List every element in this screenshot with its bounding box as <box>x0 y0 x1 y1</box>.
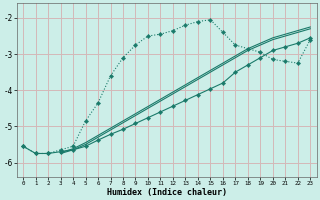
X-axis label: Humidex (Indice chaleur): Humidex (Indice chaleur) <box>107 188 227 197</box>
